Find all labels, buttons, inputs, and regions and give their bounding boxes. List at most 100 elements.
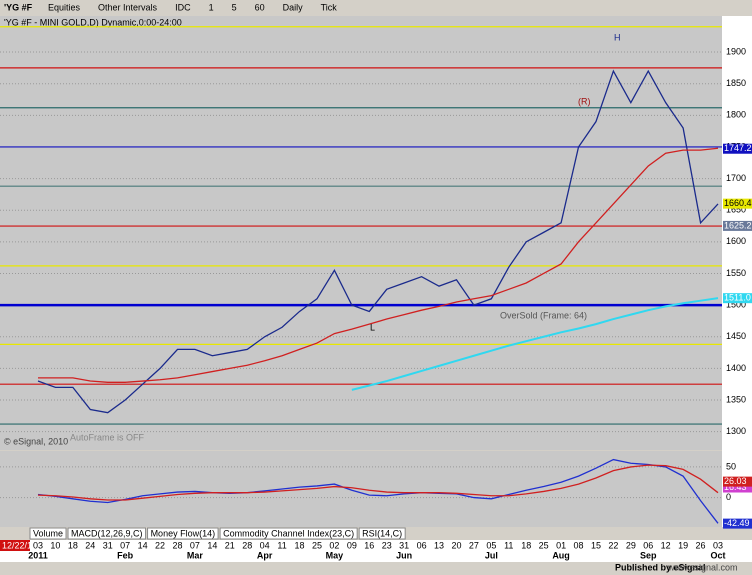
month-label: Feb	[117, 550, 134, 560]
toolbar-item[interactable]: 1	[209, 2, 214, 12]
x-tick-label: 06	[417, 540, 427, 550]
series-line	[351, 297, 719, 391]
x-tick-label: 22	[608, 540, 618, 550]
y-tick-label: 1600	[726, 236, 746, 246]
annotation: © eSignal, 2010	[4, 436, 68, 446]
left-date: 12/22/10	[2, 540, 37, 550]
value-label: -42.49	[724, 518, 750, 528]
y-tick-label: 1550	[726, 268, 746, 278]
tab-label: Money Flow(14)	[151, 528, 216, 538]
series-line	[37, 464, 719, 501]
tab[interactable]	[219, 527, 358, 540]
x-tick-label: 01	[556, 540, 566, 550]
y-tick-label: 1800	[726, 110, 746, 120]
x-tick-label: 28	[242, 540, 252, 550]
price-panel	[0, 16, 722, 450]
y-tick-label: 1700	[726, 173, 746, 183]
x-tick-label: 18	[295, 540, 305, 550]
x-tick-label: 24	[85, 540, 95, 550]
x-tick-label: 25	[539, 540, 549, 550]
tab[interactable]	[147, 527, 219, 540]
month-label: Apr	[257, 550, 273, 560]
x-tick-label: 14	[207, 540, 217, 550]
price-label-box	[723, 198, 752, 209]
toolbar-item[interactable]: 5	[232, 2, 237, 12]
x-tick-label: 21	[225, 540, 235, 550]
price-label-box	[723, 143, 752, 154]
month-label: Oct	[710, 550, 725, 560]
series-line	[37, 458, 719, 524]
tab-label: Volume	[33, 528, 63, 538]
x-tick-label: 06	[643, 540, 653, 550]
toolbar-item[interactable]: 60	[255, 2, 265, 12]
tab[interactable]	[358, 527, 406, 540]
y-tick-label: 50	[726, 461, 736, 471]
x-tick-label: 28	[172, 540, 182, 550]
toolbar-item[interactable]: Daily	[283, 2, 304, 12]
month-label: Aug	[552, 550, 570, 560]
month-label: Jul	[485, 550, 498, 560]
x-tick-label: 02	[329, 540, 339, 550]
x-tick-label: 13	[434, 540, 444, 550]
x-tick-label: 08	[574, 540, 584, 550]
x-tick-label: 25	[312, 540, 322, 550]
x-tick-label: 07	[190, 540, 200, 550]
series-line	[38, 147, 719, 383]
tab[interactable]	[67, 527, 147, 540]
month-label: May	[326, 550, 344, 560]
footer-site: www.esignal.com	[667, 562, 738, 572]
x-tick-label: 15	[591, 540, 601, 550]
x-tick-label: 18	[68, 540, 78, 550]
y-tick-label: 0	[726, 492, 731, 502]
price-label: 1511.0	[724, 293, 751, 303]
annotation: OverSold (Frame: 64)	[500, 310, 587, 320]
x-tick-label: 07	[120, 540, 130, 550]
tab[interactable]	[29, 527, 67, 540]
annotation: L	[370, 322, 375, 332]
price-label: 1660.4	[724, 198, 752, 208]
x-tick-label: 11	[277, 540, 286, 550]
right-axis	[722, 16, 752, 527]
x-tick-label: 14	[138, 540, 148, 550]
toolbar-item[interactable]: Tick	[321, 2, 338, 12]
tab-label: RSI(14,C)	[362, 528, 402, 538]
annotation: H	[614, 32, 621, 42]
footer-published: Published by eSignal	[615, 562, 706, 572]
toolbar-item[interactable]: Other Intervals	[98, 2, 158, 12]
month-label: Sep	[640, 550, 657, 560]
value-label: 26.03	[724, 476, 747, 486]
x-tick-label: 26	[696, 540, 706, 550]
price-label-box	[723, 220, 752, 231]
x-tick-label: 23	[382, 540, 392, 550]
x-tick-label: 31	[399, 540, 409, 550]
y-tick-label: 1500	[726, 299, 746, 309]
y-tick-label: 1350	[726, 394, 746, 404]
value-label-box	[723, 518, 752, 529]
x-tick-label: 27	[469, 540, 479, 550]
annotation: AutoFrame is OFF	[70, 432, 145, 442]
x-tick-label: 31	[103, 540, 113, 550]
x-tick-label: 05	[486, 540, 496, 550]
x-tick-label: 16	[364, 540, 374, 550]
left-date-box	[0, 540, 30, 551]
y-tick-label: 1850	[726, 78, 746, 88]
tab-label: MACD(12,26,9,C)	[71, 528, 143, 538]
series-line	[37, 69, 719, 414]
price-label-box	[723, 293, 752, 304]
annotation: (R)	[578, 96, 591, 106]
x-tick-label: 19	[678, 540, 688, 550]
x-tick-label: 04	[260, 540, 270, 550]
symbol[interactable]: 'YG #F	[4, 2, 33, 12]
y-tick-label: 1300	[726, 426, 746, 436]
tab-label: Commodity Channel Index(23,C)	[223, 528, 354, 538]
x-tick-label: 12	[661, 540, 671, 550]
x-tick-label: 11	[504, 540, 513, 550]
toolbar-item[interactable]: IDC	[175, 2, 191, 12]
x-tick-label: 20	[451, 540, 461, 550]
toolbar-item[interactable]: Equities	[48, 2, 81, 12]
y-tick-label: 1400	[726, 363, 746, 373]
price-label: 1625.2	[724, 220, 752, 230]
x-tick-label: 03	[33, 540, 43, 550]
y-tick-label: 1450	[726, 331, 746, 341]
